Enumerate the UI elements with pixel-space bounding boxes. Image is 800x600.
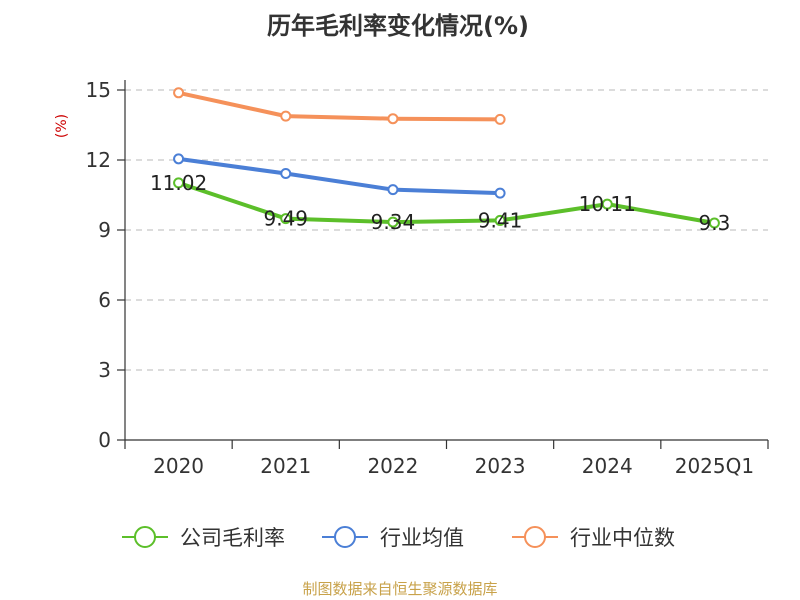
- series-2: [173, 87, 506, 125]
- series-layer: [173, 87, 720, 229]
- data-point[interactable]: [494, 214, 506, 226]
- chart-title: 历年毛利率变化情况(%): [267, 12, 529, 40]
- legend-label: 行业均值: [380, 526, 464, 550]
- y-tick-label: 9: [98, 218, 111, 242]
- legend-label: 公司毛利率: [180, 526, 285, 550]
- data-point[interactable]: [173, 177, 185, 189]
- series-line: [176, 180, 717, 225]
- y-tick-label: 15: [86, 78, 111, 102]
- x-tick-label: 2025Q1: [675, 454, 754, 478]
- legend-marker-icon: [524, 526, 546, 548]
- legend[interactable]: 公司毛利率 行业均值 行业中位数: [122, 526, 675, 550]
- data-label: 9.41: [478, 208, 523, 232]
- y-axis-unit: (%): [54, 114, 70, 138]
- data-label: 10.11: [579, 192, 636, 216]
- legend-item-1[interactable]: 行业均值: [322, 526, 464, 550]
- data-point[interactable]: [173, 87, 185, 99]
- data-point[interactable]: [387, 216, 399, 228]
- data-label: 11.02: [150, 171, 207, 195]
- data-point[interactable]: [280, 110, 292, 122]
- y-tick-label: 3: [98, 358, 111, 382]
- data-point[interactable]: [280, 213, 292, 225]
- data-point[interactable]: [387, 113, 399, 125]
- y-tick-label: 0: [98, 428, 111, 452]
- legend-item-0[interactable]: 公司毛利率: [122, 526, 285, 550]
- x-tick-label: 2021: [260, 454, 311, 478]
- legend-label: 行业中位数: [570, 526, 675, 550]
- data-point[interactable]: [494, 113, 506, 125]
- series-line: [176, 90, 503, 122]
- grid: [125, 89, 768, 371]
- x-tick-label: 2022: [367, 454, 418, 478]
- data-label: 9.3: [699, 211, 731, 235]
- data-point[interactable]: [173, 153, 185, 165]
- data-label: 9.49: [263, 207, 308, 231]
- series-line: [176, 156, 503, 196]
- legend-item-2[interactable]: 行业中位数: [512, 526, 675, 550]
- data-point[interactable]: [601, 198, 613, 210]
- x-tick-label: 2024: [582, 454, 633, 478]
- data-labels: 11.02 9.49 9.34 9.41 10.11 9.3: [150, 171, 730, 235]
- series-1: [173, 153, 506, 199]
- data-point[interactable]: [280, 168, 292, 180]
- data-point[interactable]: [708, 217, 720, 229]
- y-tick-label: 6: [98, 288, 111, 312]
- data-label: 9.34: [371, 210, 416, 234]
- x-tick-label: 2020: [153, 454, 204, 478]
- data-point[interactable]: [387, 184, 399, 196]
- series-0: [173, 177, 720, 229]
- x-tick-label: 2023: [475, 454, 526, 478]
- legend-marker-icon: [134, 526, 156, 548]
- data-point[interactable]: [494, 187, 506, 199]
- axes: 0 3 6 9 12 15 2020 2021 2022 2023 2024 2025Q1: [86, 78, 769, 478]
- y-tick-label: 12: [86, 148, 111, 172]
- data-source-note: 制图数据来自恒生聚源数据库: [302, 580, 497, 598]
- legend-marker-icon: [334, 526, 356, 548]
